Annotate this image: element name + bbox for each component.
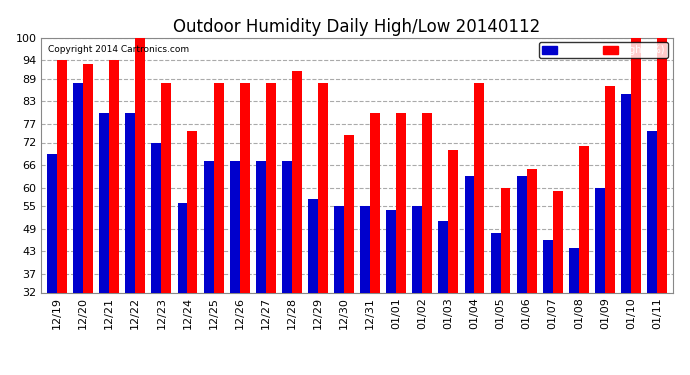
- Bar: [657, 38, 667, 292]
- Bar: [500, 188, 511, 292]
- Bar: [109, 60, 119, 292]
- Bar: [334, 206, 344, 292]
- Bar: [360, 206, 370, 292]
- Bar: [631, 38, 641, 292]
- Bar: [396, 112, 406, 292]
- Bar: [647, 131, 657, 292]
- Bar: [344, 135, 354, 292]
- Bar: [491, 232, 500, 292]
- Bar: [605, 86, 615, 292]
- Bar: [308, 199, 318, 292]
- Bar: [464, 176, 475, 292]
- Bar: [526, 169, 537, 292]
- Bar: [57, 60, 67, 292]
- Bar: [292, 71, 302, 292]
- Bar: [517, 176, 526, 292]
- Bar: [99, 112, 109, 292]
- Bar: [413, 206, 422, 292]
- Bar: [266, 82, 276, 292]
- Bar: [47, 154, 57, 292]
- Bar: [177, 202, 188, 292]
- Bar: [370, 112, 380, 292]
- Bar: [83, 64, 93, 292]
- Bar: [135, 38, 145, 292]
- Legend: Low  (%), High  (%): Low (%), High (%): [540, 42, 668, 58]
- Bar: [543, 240, 553, 292]
- Bar: [553, 191, 562, 292]
- Bar: [569, 248, 579, 292]
- Bar: [422, 112, 432, 292]
- Bar: [595, 188, 605, 292]
- Bar: [214, 82, 224, 292]
- Bar: [239, 82, 250, 292]
- Bar: [475, 82, 484, 292]
- Bar: [438, 221, 449, 292]
- Bar: [73, 82, 83, 292]
- Bar: [188, 131, 197, 292]
- Bar: [230, 161, 239, 292]
- Bar: [579, 146, 589, 292]
- Text: Copyright 2014 Cartronics.com: Copyright 2014 Cartronics.com: [48, 45, 189, 54]
- Bar: [204, 161, 214, 292]
- Bar: [386, 210, 396, 292]
- Bar: [621, 94, 631, 292]
- Bar: [152, 142, 161, 292]
- Title: Outdoor Humidity Daily High/Low 20140112: Outdoor Humidity Daily High/Low 20140112: [173, 18, 541, 36]
- Bar: [256, 161, 266, 292]
- Bar: [448, 150, 458, 292]
- Bar: [161, 82, 171, 292]
- Bar: [282, 161, 292, 292]
- Bar: [318, 82, 328, 292]
- Bar: [126, 112, 135, 292]
